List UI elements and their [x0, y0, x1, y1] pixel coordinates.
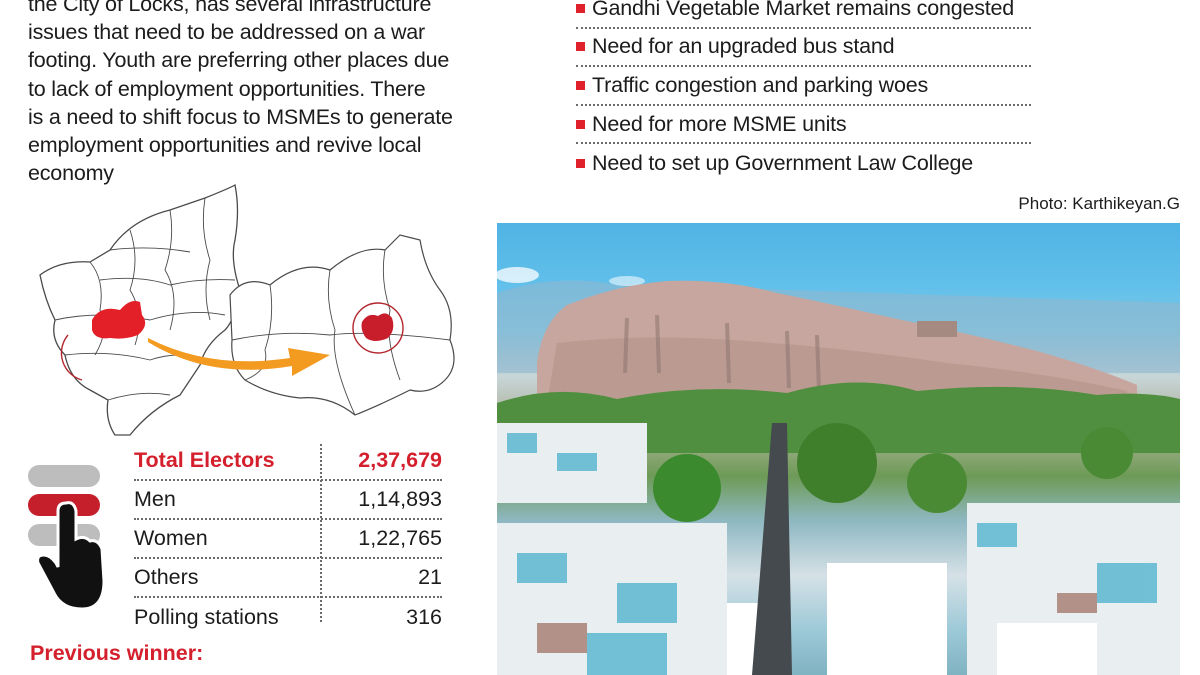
issue-label: Need for more MSME units [592, 111, 847, 136]
town-photo [497, 223, 1180, 675]
stat-value: 1,14,893 [358, 487, 442, 511]
intro-paragraph: the City of Locks, has several infrastru… [28, 0, 498, 187]
square-bullet-icon [576, 42, 585, 52]
intro-line: footing. Youth are preferring other plac… [28, 48, 450, 73]
stat-value: 1,22,765 [358, 526, 442, 550]
photo-credit: Photo: Karthikeyan.G [1018, 194, 1180, 213]
issue-item: Gandhi Vegetable Market remains congeste… [576, 0, 1031, 29]
issue-item: Need for an upgraded bus stand [576, 29, 1031, 68]
issue-label: Need for an upgraded bus stand [592, 34, 895, 59]
state-and-district-map-icon [39, 183, 455, 436]
issue-item: Need for more MSME units [576, 106, 1031, 145]
stat-row-others: Others 21 [134, 559, 442, 598]
stat-value: 316 [406, 605, 442, 629]
electors-stats-table: Total Electors 2,37,679 Men 1,14,893 Wom… [134, 442, 442, 637]
issue-item: Traffic congestion and parking woes [576, 67, 1031, 106]
stat-row-polling-stations: Polling stations 316 [134, 598, 442, 637]
stat-label: Polling stations [134, 605, 279, 629]
intro-line: to lack of employment opportunities. The… [28, 76, 426, 101]
square-bullet-icon [576, 119, 585, 129]
square-bullet-icon [576, 159, 585, 169]
stat-row-women: Women 1,22,765 [134, 520, 442, 559]
stat-value: 2,37,679 [358, 448, 442, 472]
stat-row-men: Men 1,14,893 [134, 481, 442, 520]
intro-line: economy [28, 161, 114, 186]
stat-label: Others [134, 565, 199, 589]
issue-item: Need to set up Government Law College [576, 144, 1031, 183]
previous-winner-heading: Previous winner: [30, 641, 204, 665]
stat-row-total-electors: Total Electors 2,37,679 [134, 442, 442, 481]
column-divider [320, 444, 322, 622]
aerial-photo-illustration [497, 267, 1180, 675]
stat-label: Women [134, 526, 208, 550]
state-map-icon [39, 183, 241, 436]
intro-line: employment opportunities and revive loca… [28, 133, 422, 158]
stat-label: Total Electors [134, 448, 275, 472]
highlighted-district [92, 301, 146, 339]
voting-hand-icon [28, 463, 106, 611]
issue-label: Need to set up Government Law College [592, 151, 974, 176]
stat-value: 21 [418, 565, 442, 589]
issues-list: Gandhi Vegetable Market remains congeste… [576, 0, 1031, 183]
location-maps [30, 180, 470, 440]
intro-line-0: the City of Locks, has several infrastru… [28, 0, 432, 16]
issue-label: Gandhi Vegetable Market remains congeste… [592, 0, 1015, 20]
square-bullet-icon [576, 80, 585, 90]
highlighted-constituency [361, 313, 394, 341]
stat-label: Men [134, 487, 176, 511]
intro-line: issues that need to be addressed on a wa… [28, 20, 425, 45]
orange-arrow-icon [148, 338, 330, 376]
district-map-icon [229, 234, 455, 416]
intro-line: is a need to shift focus to MSMEs to gen… [28, 104, 453, 129]
square-bullet-icon [576, 3, 585, 13]
issue-label: Traffic congestion and parking woes [592, 72, 929, 97]
